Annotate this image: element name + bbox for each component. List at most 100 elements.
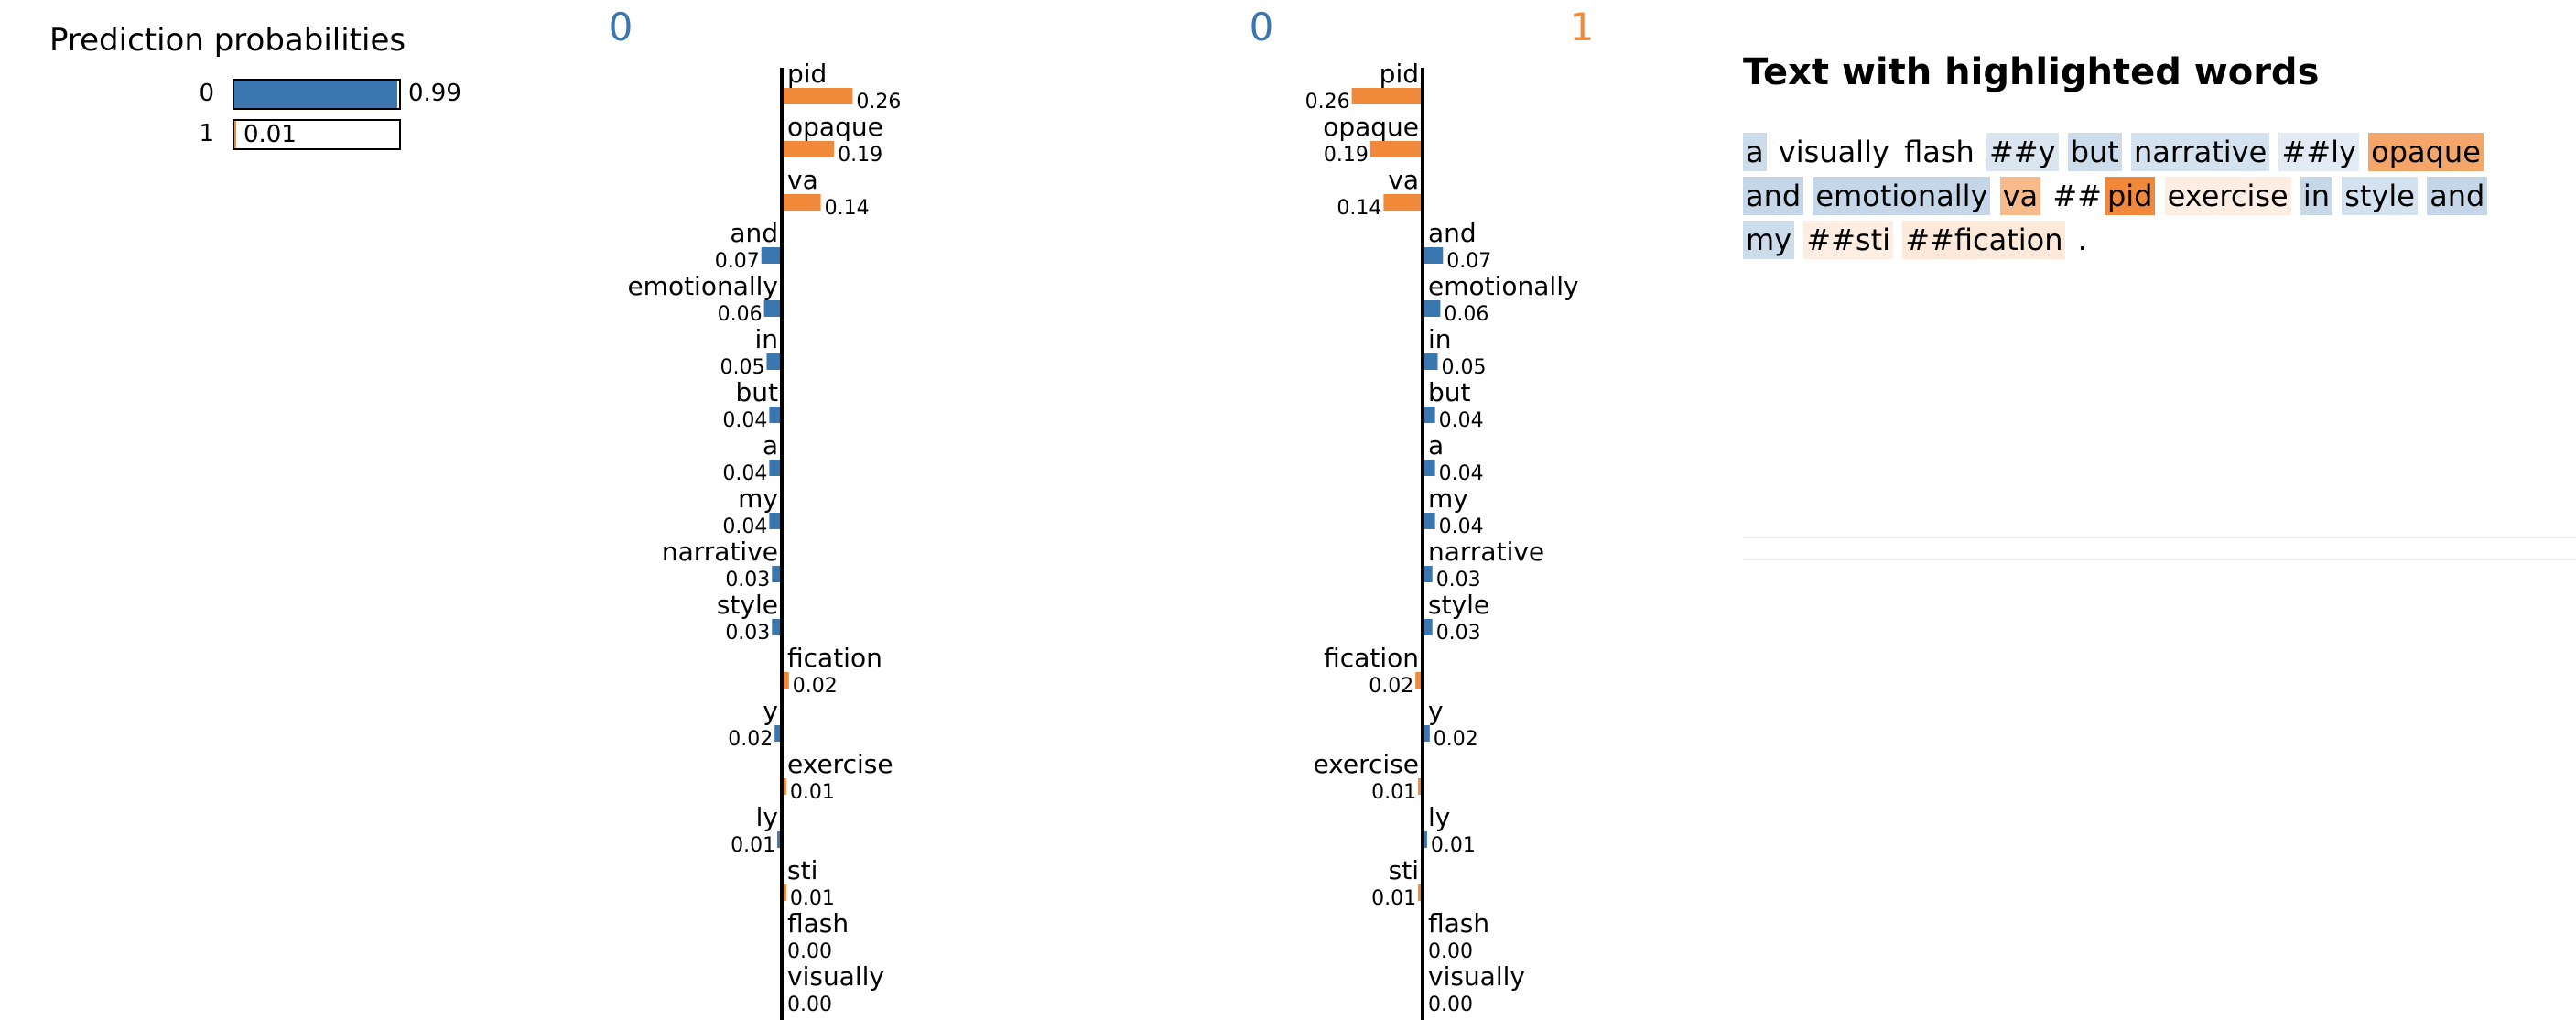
- word-label: and: [1428, 218, 1477, 248]
- value-label: 0.19: [1324, 144, 1369, 167]
- bar: [784, 884, 786, 901]
- word-label: narrative: [1428, 537, 1544, 567]
- value-label: 0.04: [1439, 462, 1484, 485]
- divider: [1743, 537, 2576, 560]
- bar: [769, 460, 780, 476]
- bar: [774, 725, 780, 742]
- highlighted-word: ##fication: [1902, 221, 2066, 259]
- bar: [1418, 884, 1421, 901]
- value-label: 0.01: [1371, 781, 1416, 804]
- word-label: va: [1388, 165, 1419, 195]
- bar: [761, 247, 780, 264]
- value-label: 0.01: [731, 834, 775, 857]
- highlighted-word: but: [2067, 133, 2122, 171]
- probability-class-label: 0: [199, 80, 214, 107]
- value-label: 0.07: [1446, 250, 1491, 273]
- highlighted-word: and: [1743, 177, 1804, 215]
- word-label: in: [754, 324, 778, 354]
- word-label: flash: [787, 908, 849, 939]
- highlighted-word: pid: [2104, 177, 2156, 215]
- value-label: 0.01: [1371, 887, 1416, 910]
- highlighted-word: visually: [1778, 135, 1889, 169]
- word-label: and: [730, 218, 778, 248]
- bar: [1424, 247, 1444, 264]
- highlighted-word: va: [1999, 177, 2041, 215]
- bar: [784, 194, 821, 211]
- bar: [1424, 566, 1433, 582]
- word-label: pid: [1380, 59, 1419, 89]
- bar: [1424, 619, 1433, 635]
- class-header-0: 0: [1250, 5, 1274, 49]
- word-label: my: [738, 483, 778, 514]
- probability-bar: 0.01: [233, 119, 401, 150]
- highlighted-text-title: Text with highlighted words: [1743, 51, 2320, 93]
- value-label: 0.19: [838, 144, 882, 167]
- value-label: 0.03: [725, 569, 770, 591]
- probability-bar-fill: [234, 81, 398, 108]
- bar: [784, 778, 786, 795]
- bar: [772, 566, 780, 582]
- value-label: 0.04: [722, 462, 767, 485]
- value-label: 0.14: [1337, 197, 1381, 220]
- highlighted-word: exercise: [2164, 177, 2291, 215]
- word-label: sti: [1389, 855, 1419, 885]
- word-label: but: [736, 377, 779, 407]
- bar: [1424, 831, 1427, 848]
- word-label: exercise: [787, 749, 893, 779]
- value-label: 0.04: [722, 409, 767, 432]
- value-label: 0.06: [1444, 303, 1488, 326]
- bar: [1424, 353, 1438, 370]
- highlighted-word: ##ly: [2278, 133, 2359, 171]
- value-label: 0.07: [715, 250, 760, 273]
- probability-row-1: 1 0.01: [192, 115, 494, 152]
- bar: [769, 407, 780, 423]
- value-label: 0.04: [1439, 515, 1484, 538]
- value-label: 0.01: [1431, 834, 1476, 857]
- value-label: 0.06: [718, 303, 763, 326]
- value-label: 0.04: [722, 515, 767, 538]
- bar: [1424, 513, 1435, 529]
- probability-bar-fill: [234, 121, 236, 148]
- word-label: y: [763, 696, 778, 726]
- value-label: 0.02: [728, 728, 773, 751]
- word-label: va: [787, 165, 818, 195]
- bar: [1424, 300, 1441, 317]
- value-label: 0.03: [1436, 569, 1481, 591]
- highlighted-word: .: [2077, 222, 2087, 257]
- bar: [1383, 194, 1421, 211]
- word-label: visually: [1428, 961, 1525, 992]
- value-label: 0.14: [825, 197, 870, 220]
- word-label: in: [1428, 324, 1452, 354]
- highlighted-word: in: [2300, 177, 2333, 215]
- bar: [777, 831, 780, 848]
- bar: [772, 619, 780, 635]
- bar: [1424, 460, 1435, 476]
- word-label: fication: [1324, 643, 1419, 673]
- word-label: opaque: [787, 112, 883, 142]
- word-label: a: [763, 430, 778, 461]
- value-label: 0.02: [1369, 675, 1413, 698]
- word-label: but: [1428, 377, 1471, 407]
- bar: [1369, 141, 1421, 157]
- word-label: emotionally: [1428, 271, 1579, 301]
- word-label: a: [1428, 430, 1444, 461]
- bar: [784, 672, 789, 689]
- value-label: 0.04: [1439, 409, 1484, 432]
- value-label: 0.00: [1428, 940, 1473, 963]
- word-label: emotionally: [627, 271, 778, 301]
- word-label: exercise: [1313, 749, 1419, 779]
- value-label: 0.00: [1428, 993, 1473, 1016]
- word-label: my: [1428, 483, 1468, 514]
- highlighted-text: a visually flash ##y but narrative ##ly …: [1743, 130, 2521, 262]
- value-label: 0.26: [1305, 91, 1350, 114]
- highlighted-word: flash: [1904, 135, 1975, 169]
- value-label: 0.00: [787, 993, 832, 1016]
- word-label: style: [1428, 590, 1489, 620]
- value-label: 0.02: [1434, 728, 1478, 751]
- bar: [1424, 725, 1430, 742]
- highlighted-word: narrative: [2131, 133, 2270, 171]
- highlighted-word: and: [2427, 177, 2488, 215]
- word-label: ly: [1428, 802, 1450, 832]
- word-label: visually: [787, 961, 884, 992]
